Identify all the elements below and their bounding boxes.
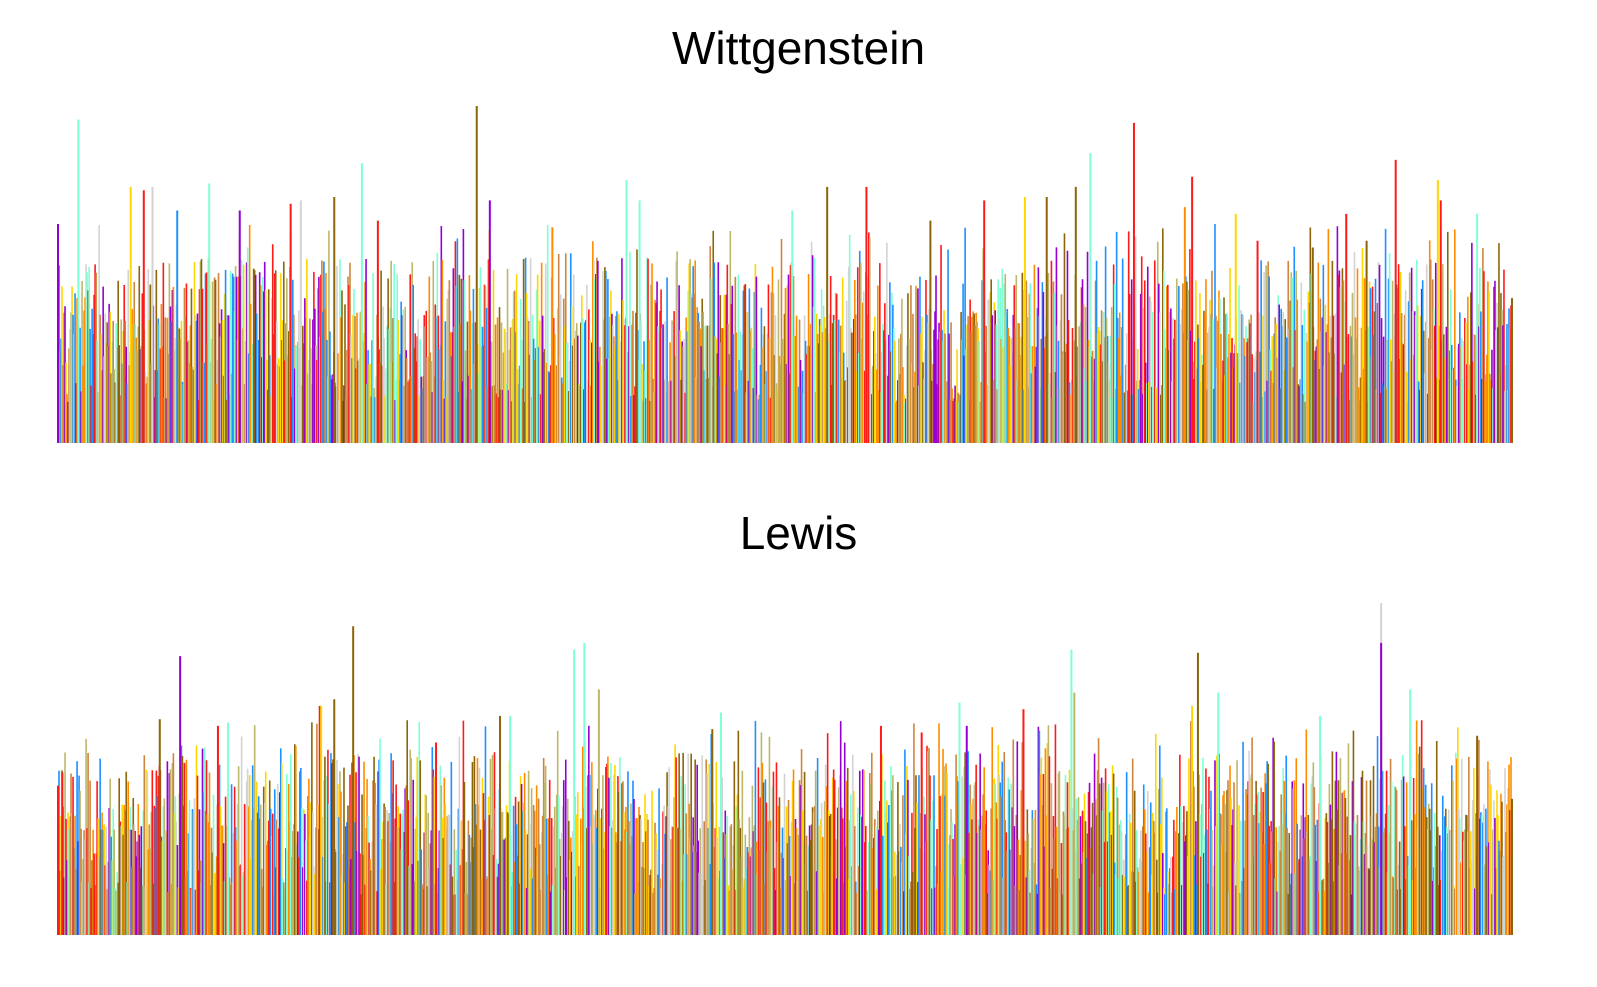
- bars: [57, 106, 1513, 443]
- chart-title: Wittgenstein: [671, 22, 926, 74]
- panel-wittgenstein: Wittgenstein: [0, 0, 1597, 460]
- chart-title: Lewis: [739, 507, 858, 559]
- bars: [57, 603, 1513, 935]
